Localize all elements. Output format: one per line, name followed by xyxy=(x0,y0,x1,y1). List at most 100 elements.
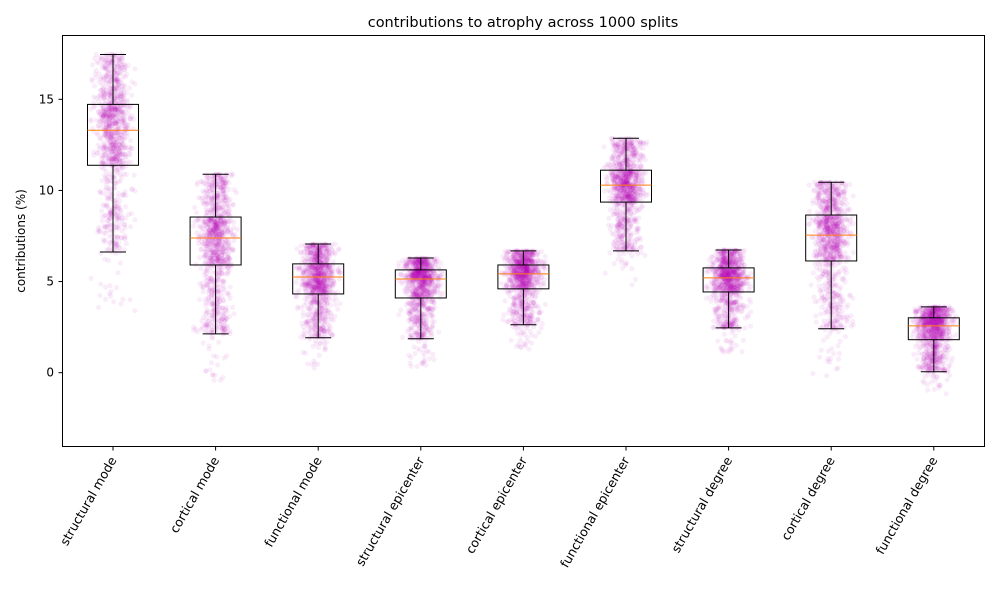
data-point xyxy=(101,239,107,245)
data-point xyxy=(122,235,128,241)
data-point xyxy=(119,174,125,180)
data-point xyxy=(115,95,121,101)
data-point xyxy=(329,251,335,257)
data-point xyxy=(105,227,111,234)
data-point xyxy=(89,76,95,82)
data-point xyxy=(114,153,120,159)
data-point xyxy=(413,309,419,315)
data-point xyxy=(106,185,112,191)
data-point xyxy=(115,130,121,136)
data-point xyxy=(105,213,111,219)
data-point xyxy=(102,284,108,290)
data-point xyxy=(113,68,119,74)
jitter-points xyxy=(88,51,959,397)
data-point xyxy=(99,159,106,165)
data-point xyxy=(117,159,123,165)
data-point xyxy=(108,178,114,184)
data-point xyxy=(118,87,124,93)
data-point xyxy=(98,136,104,142)
data-point xyxy=(103,56,109,62)
data-point xyxy=(104,196,110,202)
data-point xyxy=(525,290,531,296)
data-point xyxy=(120,120,127,126)
data-point xyxy=(211,353,217,359)
data-point xyxy=(528,309,534,315)
data-point xyxy=(116,125,122,131)
data-point xyxy=(108,144,114,150)
data-point xyxy=(125,122,131,128)
data-point xyxy=(105,105,111,111)
data-point xyxy=(110,122,117,128)
data-point xyxy=(117,207,123,213)
data-point xyxy=(414,260,420,266)
data-point xyxy=(115,178,122,184)
data-point xyxy=(231,311,237,317)
data-point xyxy=(91,152,97,158)
data-point xyxy=(92,71,98,77)
data-point xyxy=(109,157,115,163)
data-point xyxy=(193,261,199,267)
data-point xyxy=(104,204,110,210)
data-point xyxy=(114,242,120,248)
data-point xyxy=(301,327,307,333)
data-point xyxy=(421,258,427,264)
data-point xyxy=(111,130,117,136)
data-point xyxy=(515,270,521,276)
data-point xyxy=(112,154,118,160)
data-point xyxy=(227,263,233,269)
data-point xyxy=(109,232,115,238)
data-point xyxy=(102,155,108,161)
data-point xyxy=(107,107,113,114)
data-point xyxy=(103,107,109,113)
data-point xyxy=(121,137,127,143)
data-point xyxy=(120,86,126,92)
data-point xyxy=(112,86,118,92)
data-point xyxy=(115,108,121,114)
data-point xyxy=(502,298,508,304)
data-point xyxy=(122,63,128,69)
data-point xyxy=(223,172,229,178)
data-point xyxy=(115,86,121,92)
data-point xyxy=(123,153,129,159)
data-point xyxy=(111,299,117,305)
data-point xyxy=(295,304,301,310)
data-point xyxy=(123,241,129,247)
data-point xyxy=(535,251,541,257)
data-point xyxy=(115,156,121,162)
data-point xyxy=(129,186,135,192)
data-point xyxy=(109,110,115,116)
data-point xyxy=(120,133,126,139)
data-point xyxy=(196,241,202,247)
data-point xyxy=(109,151,115,157)
data-point xyxy=(105,118,112,124)
data-point xyxy=(113,165,119,171)
data-point xyxy=(100,93,106,99)
data-point xyxy=(415,294,421,300)
data-point xyxy=(542,253,548,259)
data-point xyxy=(110,141,116,147)
data-point xyxy=(530,273,536,279)
data-point xyxy=(102,213,108,219)
data-point xyxy=(107,122,113,128)
data-point xyxy=(89,125,96,131)
data-point xyxy=(127,144,133,150)
data-point xyxy=(115,194,121,200)
data-point xyxy=(297,265,303,271)
data-point xyxy=(101,144,107,150)
data-point xyxy=(88,275,94,281)
data-point xyxy=(110,147,116,154)
data-point xyxy=(107,240,113,246)
data-point xyxy=(110,141,116,147)
data-point xyxy=(114,70,120,76)
data-point xyxy=(102,203,108,209)
data-point xyxy=(298,334,304,340)
data-point xyxy=(112,143,118,149)
data-point xyxy=(110,145,116,151)
data-point xyxy=(106,80,112,86)
data-point xyxy=(327,325,333,331)
data-point xyxy=(300,349,306,355)
data-point xyxy=(99,119,105,126)
data-point xyxy=(109,148,115,154)
data-point xyxy=(100,87,106,93)
data-point xyxy=(132,217,138,223)
